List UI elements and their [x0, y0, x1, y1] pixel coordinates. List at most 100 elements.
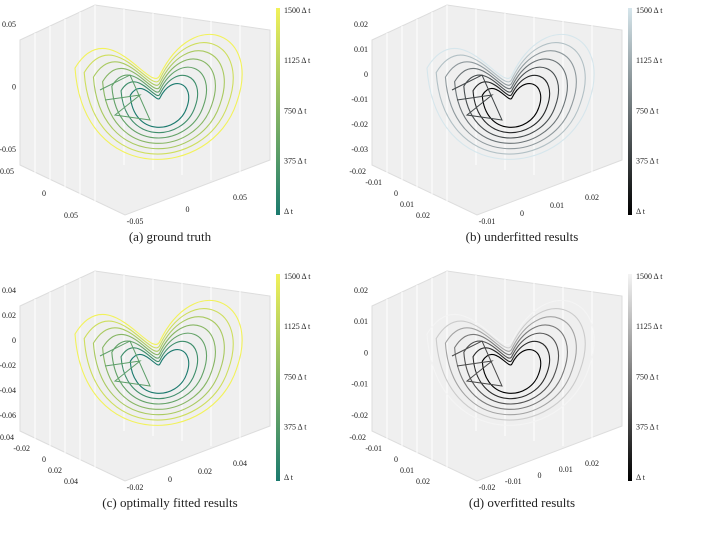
- z-tick-label: 0: [364, 70, 368, 79]
- z-tick-label: -0.01: [351, 95, 368, 104]
- colorbar: [628, 8, 632, 215]
- trajectory: [111, 66, 208, 139]
- y-tick-label: -0.02: [127, 483, 144, 492]
- y-tick-label: 0.02: [585, 193, 599, 202]
- y-tick-label: 0: [520, 209, 524, 218]
- colorbar-label: Δ t: [284, 473, 294, 482]
- colorbar: [276, 274, 280, 481]
- axes-background: [371, 4, 623, 216]
- axes-background: [19, 270, 271, 482]
- trajectory: [83, 42, 234, 155]
- x-tick-label: 0.01: [400, 200, 414, 209]
- trajectory: [120, 74, 199, 134]
- z-tick-label: 0.02: [354, 20, 368, 29]
- colorbar-label: 750 Δ t: [284, 372, 307, 381]
- trajectory: [451, 74, 503, 121]
- trajectory: [74, 300, 243, 426]
- z-tick-label: -0.01: [351, 380, 368, 389]
- z-tick-label: -0.02: [351, 411, 368, 420]
- z-tick-label: 0.04: [2, 286, 16, 295]
- colorbar-label: 1125 Δ t: [636, 322, 663, 331]
- x-tick-label: -0.01: [365, 444, 382, 453]
- trajectory: [454, 58, 568, 144]
- x-tick-label: 0.05: [64, 211, 78, 220]
- z-tick-label: -0.06: [0, 411, 16, 420]
- colorbar-label: 375 Δ t: [284, 423, 307, 432]
- colorbar-label: Δ t: [284, 207, 294, 216]
- trajectory: [129, 83, 190, 128]
- trajectory: [426, 300, 595, 426]
- z-tick-label: -0.05: [0, 145, 16, 154]
- z-tick-label: 0: [364, 348, 368, 357]
- x-tick-label: -0.01: [365, 178, 382, 187]
- caption: (b) underfitted results: [466, 229, 579, 244]
- x-tick-label: 0.01: [400, 466, 414, 475]
- y-tick-label: 0: [168, 475, 172, 484]
- trajectory: [92, 50, 225, 150]
- y-tick-label: -0.01: [505, 477, 522, 486]
- trajectory: [472, 74, 551, 134]
- colorbar-label: 1125 Δ t: [284, 322, 311, 331]
- x-tick-label: -0.05: [0, 167, 14, 176]
- z-tick-label: 0.05: [2, 20, 16, 29]
- trajectory: [481, 349, 542, 394]
- trajectory: [129, 349, 190, 394]
- z-tick-label: 0.02: [354, 286, 368, 295]
- trajectory: [99, 74, 151, 121]
- panel: 0.040.020-0.02-0.04-0.06-0.04-0.0200.020…: [0, 270, 311, 510]
- trajectory: [463, 66, 560, 139]
- trajectory: [435, 308, 586, 421]
- colorbar-label: 1125 Δ t: [636, 56, 663, 65]
- trajectory: [99, 340, 151, 387]
- colorbar: [276, 8, 280, 215]
- axes-background: [371, 270, 623, 482]
- x-tick-label: -0.04: [0, 433, 14, 442]
- colorbar-label: Δ t: [636, 207, 646, 216]
- x-tick-label: 0.02: [48, 466, 62, 475]
- z-tick-label: 0: [12, 82, 16, 91]
- colorbar: [628, 274, 632, 481]
- y-tick-label: 0: [538, 471, 542, 480]
- x-tick-label: 0: [394, 455, 398, 464]
- colorbar-label: Δ t: [636, 473, 646, 482]
- trajectory: [426, 34, 595, 160]
- trajectory: [111, 332, 208, 405]
- z-tick-label: 0: [12, 336, 16, 345]
- trajectory: [92, 316, 225, 416]
- colorbar-label: 750 Δ t: [284, 106, 307, 115]
- x-tick-label: 0.02: [416, 211, 430, 220]
- trajectory: [444, 316, 577, 416]
- z-tick-label: 0.01: [354, 45, 368, 54]
- colorbar-label: 375 Δ t: [284, 157, 307, 166]
- y-tick-label: 0.01: [550, 201, 564, 210]
- x-tick-label: 0.04: [64, 477, 78, 486]
- panel: 0.020.010-0.01-0.02-0.03-0.02-0.0100.010…: [349, 4, 663, 244]
- trajectory: [120, 340, 199, 400]
- z-tick-label: -0.02: [0, 361, 16, 370]
- colorbar-label: 375 Δ t: [636, 423, 659, 432]
- trajectory: [444, 50, 577, 150]
- trajectory: [74, 34, 243, 160]
- z-tick-label: 0.02: [2, 311, 16, 320]
- trajectory: [102, 58, 216, 144]
- trajectory: [454, 324, 568, 410]
- x-tick-label: 0: [394, 189, 398, 198]
- y-tick-label: 0: [186, 205, 190, 214]
- y-tick-label: -0.02: [479, 483, 496, 492]
- y-tick-label: 0.04: [233, 459, 247, 468]
- colorbar-label: 1500 Δ t: [636, 6, 663, 15]
- colorbar-label: 750 Δ t: [636, 372, 659, 381]
- colorbar-label: 1500 Δ t: [284, 6, 311, 15]
- z-tick-label: -0.03: [351, 145, 368, 154]
- x-tick-label: 0: [42, 455, 46, 464]
- caption: (d) overfitted results: [469, 495, 575, 510]
- colorbar-label: 1125 Δ t: [284, 56, 311, 65]
- y-tick-label: 0.05: [233, 193, 247, 202]
- trajectory: [83, 308, 234, 421]
- z-tick-label: -0.02: [351, 120, 368, 129]
- axes-background: [19, 4, 271, 216]
- z-tick-label: -0.04: [0, 386, 16, 395]
- y-tick-label: -0.05: [127, 217, 144, 226]
- z-tick-label: 0.01: [354, 317, 368, 326]
